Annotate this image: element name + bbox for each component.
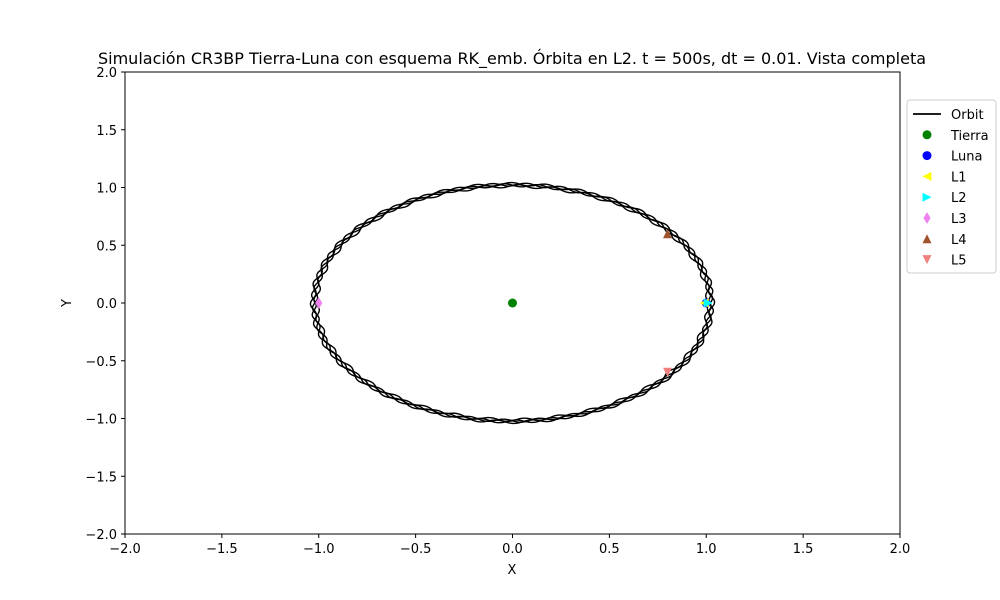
y-tick-label: 2.0	[96, 66, 117, 81]
x-tick-label: 1.5	[793, 542, 814, 557]
x-tick-label: 0.5	[599, 542, 620, 557]
legend-swatch-l1	[922, 171, 932, 181]
y-tick-label: −0.5	[85, 355, 117, 370]
legend-label-l3: L3	[951, 212, 967, 227]
legend-label-luna: Luna	[951, 150, 982, 165]
plot-area: −2.0 −1.5 −1.0 −0.5 0.0 0.5 1.0 1.5 2.0 −2.0 −1.5 −…	[85, 66, 910, 557]
x-tick-label: 1.0	[696, 542, 717, 557]
y-tick-label: 0.0	[96, 297, 117, 312]
x-tick-label: −1.0	[303, 542, 335, 557]
point-l5	[663, 367, 672, 377]
y-tick-label: −1.0	[85, 413, 117, 428]
x-tick-label: −1.5	[206, 542, 238, 557]
legend-swatch-l5	[922, 255, 932, 265]
legend-swatch-tierra	[922, 130, 932, 140]
legend-swatch-l2	[922, 192, 932, 202]
x-axis-label: X	[508, 563, 517, 578]
legend: Orbit Tierra Luna L1 L2 L3 L4 L5	[906, 99, 997, 274]
y-tick-label: 1.0	[96, 182, 117, 197]
legend-box	[906, 99, 997, 274]
legend-label-l1: L1	[951, 170, 967, 185]
x-tick-label: −2.0	[109, 542, 141, 557]
x-tick-label: 2.0	[890, 542, 911, 557]
legend-swatch-luna	[922, 151, 932, 161]
legend-label-tierra: Tierra	[950, 129, 989, 144]
legend-label-orbit: Orbit	[951, 108, 984, 123]
orbit-line	[309, 181, 716, 425]
x-tick-label: −0.5	[400, 542, 432, 557]
y-tick-label: 0.5	[96, 239, 117, 254]
legend-swatch-l3	[923, 212, 931, 224]
y-axis-label: Y	[60, 299, 75, 308]
point-l3	[315, 297, 323, 309]
legend-label-l5: L5	[951, 254, 967, 269]
legend-label-l4: L4	[951, 233, 967, 248]
point-tierra	[508, 298, 517, 308]
y-tick-label: −1.5	[85, 470, 117, 485]
legend-swatch-l4	[922, 234, 932, 244]
chart-title: Simulación CR3BP Tierra-Luna con esquema…	[98, 49, 926, 69]
point-l4	[663, 229, 672, 239]
y-tick-label: 1.5	[96, 124, 117, 139]
y-tick-label: −2.0	[85, 528, 117, 543]
point-l2	[703, 298, 713, 308]
x-tick-label: 0.0	[502, 542, 523, 557]
legend-label-l2: L2	[951, 191, 967, 206]
